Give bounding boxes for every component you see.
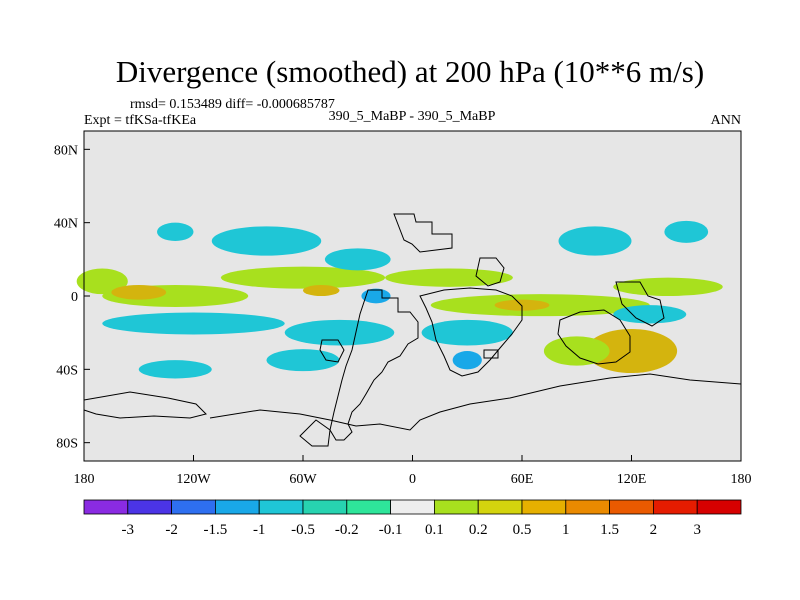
anomaly-blob-14 (558, 226, 632, 256)
anomaly-blob-20 (266, 349, 340, 372)
anomaly-blob-16 (102, 312, 285, 335)
colorbar-swatch (565, 499, 610, 515)
anomaly-blob-2 (220, 266, 386, 289)
anomaly-blob-3 (385, 268, 513, 287)
colorbar-label: -0.1 (379, 522, 403, 538)
x-axis: 180 120W 60W 0 60E 120E 180 (74, 455, 752, 487)
anomaly-blob-19 (138, 360, 212, 379)
colorbar-swatch (258, 499, 304, 515)
colorbar-swatch (390, 499, 435, 515)
anomaly-blob-13 (324, 248, 391, 271)
anomaly-blob-8 (111, 285, 167, 300)
y-axis: 80N 40N 0 40S 80S (54, 143, 90, 452)
anomaly-blob-17 (284, 319, 395, 346)
colorbar-swatch (83, 499, 129, 515)
anomaly-blob-23 (361, 288, 391, 304)
anomaly-blob-18 (421, 319, 513, 346)
anomaly-blob-22 (452, 351, 482, 370)
colorbar-swatch (696, 499, 742, 515)
coastline-australia (557, 309, 631, 365)
coastline-peninsula (299, 419, 331, 447)
colorbar-label: -1.5 (204, 522, 228, 538)
x-tick-label: 0 (409, 472, 416, 487)
colorbar-label: -0.2 (335, 522, 359, 538)
x-tick-label: 180 (74, 472, 95, 487)
coastline-europe (393, 213, 453, 253)
colorbar-label: 0.1 (425, 522, 444, 538)
colorbar-label: 0.2 (469, 522, 488, 538)
coastline-south-america (329, 289, 419, 441)
colorbar-label: -3 (122, 522, 135, 538)
colorbar-label: 3 (693, 522, 701, 538)
colorbar-swatch (433, 499, 479, 515)
stats-line: rmsd= 0.153489 diff= -0.000685787 (130, 97, 335, 112)
coastline-central-america (319, 339, 345, 363)
anomaly-blob-15 (664, 220, 709, 243)
x-tick-label: 120E (617, 472, 647, 487)
coastline-madagascar (483, 349, 499, 359)
coastline-indochina (615, 281, 665, 327)
colorbar-label: -2 (165, 522, 178, 538)
colorbar-swatch (214, 499, 260, 515)
coastline-antarctica-west (83, 391, 207, 419)
colorbar-swatch (346, 499, 391, 515)
anomaly-blob-9 (303, 285, 340, 296)
colorbar-label: 1 (562, 522, 570, 538)
chart-title: Divergence (smoothed) at 200 hPa (10**6 … (116, 54, 704, 89)
season-label: ANN (711, 113, 741, 128)
colorbar-label: -0.5 (291, 522, 315, 538)
center-label: 390_5_MaBP - 390_5_MaBP (329, 109, 496, 124)
colorbar-label: -1 (253, 522, 266, 538)
anomaly-blob-6 (585, 329, 678, 373)
anomaly-blob-12 (211, 226, 322, 256)
colorbar-swatch (609, 499, 654, 515)
coastline-antarctica-east (209, 373, 742, 431)
map-plot: 180 120W 60W 0 60E 120E 180 80N 40N 0 40S 80S (54, 130, 752, 487)
anomaly-blob-11 (157, 222, 194, 241)
x-tick-label: 180 (731, 472, 752, 487)
anomaly-blob-7 (543, 336, 610, 366)
colorbar-swatch (477, 499, 523, 515)
colorbar-label: 0.5 (513, 522, 532, 538)
coastline-arabia (475, 257, 505, 287)
anomaly-blob-5 (613, 277, 723, 297)
y-tick-label: 40N (54, 217, 78, 232)
colorbar-swatch (302, 499, 348, 515)
colorbar-swatch (521, 499, 567, 515)
coastlines (83, 213, 742, 447)
colorbar-swatch (653, 499, 698, 515)
x-tick-label: 120W (176, 472, 211, 487)
coastline-africa (419, 287, 523, 377)
colorbar-swatch (127, 499, 173, 515)
y-tick-label: 80N (54, 143, 78, 158)
anomaly-blob-0 (76, 268, 128, 295)
y-tick-label: 80S (56, 437, 78, 452)
anomaly-blob-10 (494, 299, 550, 311)
colorbar-label: 2 (650, 522, 658, 538)
colorbar: -3 -2 -1.5 -1 -0.5 -0.2 -0.1 0.1 0.2 0.5 1 1.5 2 3 (83, 499, 742, 538)
colorbar-label: 1.5 (600, 522, 619, 538)
colorbar-swatch (171, 499, 216, 515)
y-tick-label: 0 (71, 290, 78, 305)
x-tick-label: 60E (511, 472, 534, 487)
x-tick-label: 60W (289, 472, 317, 487)
expt-label: Expt = tfKSa-tfKEa (84, 113, 197, 128)
y-tick-label: 40S (56, 363, 78, 378)
anomaly-blob-21 (613, 305, 687, 324)
